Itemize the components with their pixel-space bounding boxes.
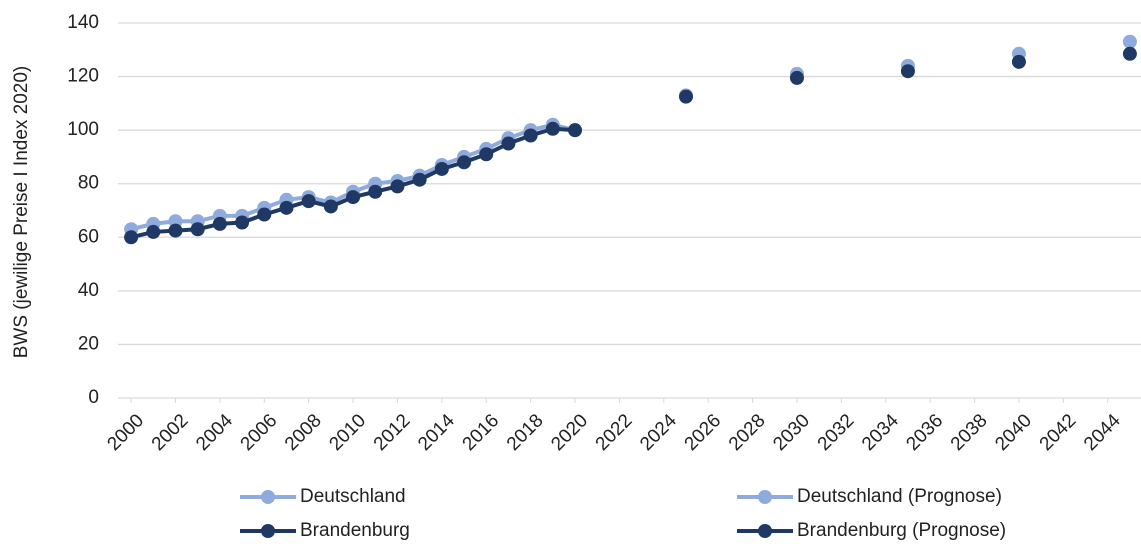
- data-point: [457, 155, 472, 170]
- y-tick-label: 0: [88, 387, 99, 408]
- legend-marker: [261, 490, 275, 504]
- x-tick-label: 2004: [192, 410, 237, 455]
- data-point: [412, 172, 427, 187]
- x-tick-label: 2026: [681, 410, 726, 455]
- data-point: [212, 216, 227, 231]
- data-point: [900, 64, 915, 79]
- data-point: [479, 147, 494, 162]
- x-tick-label: 2022: [592, 410, 637, 455]
- legend-marker: [758, 490, 772, 504]
- x-tick-label: 2010: [325, 410, 370, 455]
- x-tick-label: 2014: [414, 410, 459, 455]
- data-point: [168, 223, 183, 238]
- x-tick-label: 2030: [769, 410, 814, 455]
- y-tick-label: 40: [78, 280, 99, 301]
- data-point: [789, 70, 804, 85]
- data-point: [301, 194, 316, 209]
- data-point: [568, 123, 583, 138]
- data-point: [323, 199, 338, 214]
- x-tick-label: 2034: [858, 410, 903, 455]
- x-tick-label: 2012: [370, 410, 415, 455]
- data-point: [678, 89, 693, 104]
- data-point: [523, 128, 538, 143]
- y-tick-label: 60: [78, 226, 99, 247]
- data-point: [346, 190, 361, 205]
- y-tick-label: 20: [78, 333, 99, 354]
- x-tick-label: 2032: [814, 410, 859, 455]
- x-tick-label: 2024: [636, 410, 681, 455]
- legend-label: Deutschland: [300, 486, 406, 507]
- data-point: [279, 200, 294, 215]
- x-tick-label: 2040: [991, 410, 1036, 455]
- data-point: [124, 230, 139, 245]
- data-point: [235, 215, 250, 230]
- x-tick-label: 2008: [281, 410, 326, 455]
- data-point: [1122, 34, 1137, 49]
- y-axis-label: BWS (jewilige Preise I Index 2020): [11, 66, 32, 359]
- x-tick-label: 2000: [103, 410, 148, 455]
- legend-marker: [758, 524, 772, 538]
- x-tick-label: 2036: [902, 410, 947, 455]
- x-tick-label: 2016: [459, 410, 504, 455]
- data-point: [545, 121, 560, 136]
- legend-label: Brandenburg: [300, 520, 410, 541]
- data-point: [1122, 46, 1137, 61]
- y-tick-label: 100: [67, 119, 99, 140]
- y-tick-label: 120: [67, 66, 99, 87]
- x-tick-label: 2042: [1036, 410, 1081, 455]
- data-point: [434, 161, 449, 176]
- x-tick-label: 2018: [503, 410, 548, 455]
- data-point: [501, 136, 516, 151]
- x-tick-label: 2028: [725, 410, 770, 455]
- data-point: [257, 207, 272, 222]
- data-point: [368, 184, 383, 199]
- data-point: [190, 222, 205, 237]
- legend-marker: [261, 524, 275, 538]
- data-point: [146, 224, 161, 239]
- x-tick-label: 2002: [148, 410, 193, 455]
- legend-label: Brandenburg (Prognose): [797, 520, 1006, 541]
- x-tick-label: 2006: [237, 410, 282, 455]
- y-tick-label: 80: [78, 173, 99, 194]
- x-tick-label: 2020: [547, 410, 592, 455]
- data-point: [390, 179, 405, 194]
- data-point: [1011, 54, 1026, 69]
- x-tick-label: 2038: [947, 410, 992, 455]
- x-tick-label: 2044: [1080, 410, 1125, 455]
- legend-label: Deutschland (Prognose): [797, 486, 1002, 507]
- y-tick-label: 140: [67, 12, 99, 33]
